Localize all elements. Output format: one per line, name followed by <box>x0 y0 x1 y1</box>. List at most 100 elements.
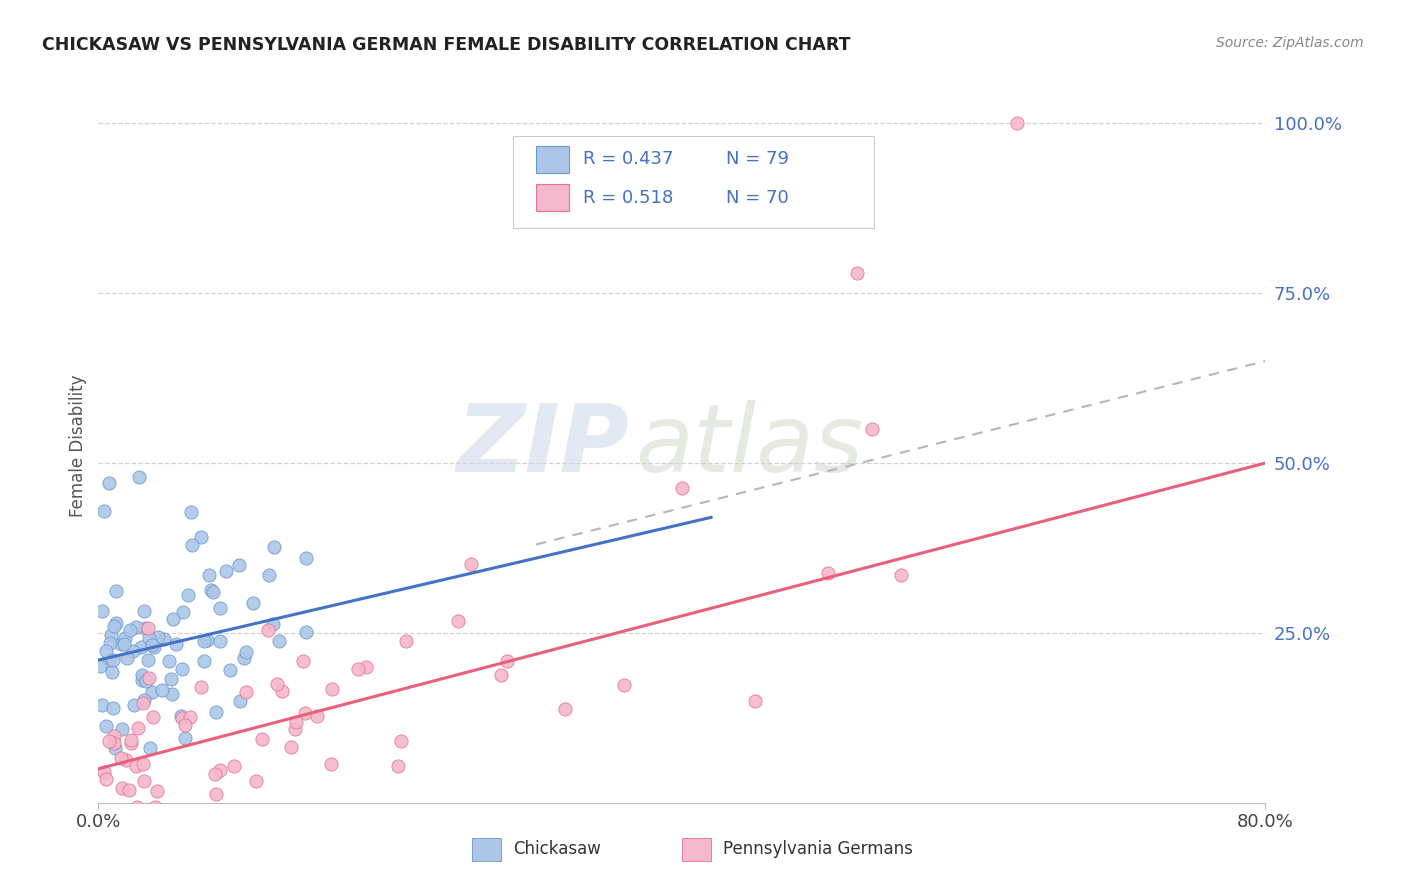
Point <box>93 503 115 517</box>
Point <box>120 736 142 750</box>
Text: Pennsylvania Germans: Pennsylvania Germans <box>723 840 912 858</box>
Point <box>238 804 260 818</box>
Point <box>460 557 482 571</box>
Point <box>224 804 246 818</box>
Point <box>744 694 766 708</box>
Point <box>224 759 246 773</box>
Point <box>94 644 117 658</box>
Point <box>284 715 307 730</box>
Point <box>172 605 194 619</box>
Point <box>98 636 121 650</box>
Point <box>262 617 284 632</box>
Y-axis label: Female Disability: Female Disability <box>69 375 87 517</box>
Point <box>354 660 377 674</box>
Point <box>121 643 143 657</box>
Point <box>134 673 156 687</box>
Point <box>122 698 145 713</box>
Point <box>131 673 153 687</box>
Point <box>132 696 155 710</box>
Point <box>148 630 170 644</box>
Point <box>257 568 280 582</box>
Point <box>193 633 215 648</box>
Point <box>198 568 221 582</box>
Text: ZIP: ZIP <box>457 400 630 492</box>
Point <box>101 700 124 714</box>
Point <box>170 662 193 676</box>
Point <box>103 736 125 750</box>
Point <box>117 782 139 797</box>
Point <box>291 654 314 668</box>
Point <box>157 654 180 668</box>
Point <box>91 604 114 618</box>
Point <box>284 723 307 737</box>
Point <box>242 596 264 610</box>
Point <box>94 805 117 819</box>
Point <box>229 694 252 708</box>
Point <box>347 662 370 676</box>
Point <box>111 722 134 736</box>
Point <box>97 653 120 667</box>
Point <box>447 614 470 628</box>
Point <box>245 774 267 789</box>
Point <box>98 476 121 491</box>
Point <box>257 623 280 637</box>
Point <box>129 806 152 821</box>
Point <box>200 582 222 597</box>
Point <box>319 757 342 772</box>
Point <box>250 731 273 746</box>
Point <box>134 604 156 618</box>
Point <box>280 740 302 755</box>
Point <box>159 672 181 686</box>
Point <box>165 637 187 651</box>
Point <box>100 628 122 642</box>
Point <box>142 709 165 723</box>
Point <box>202 584 225 599</box>
Point <box>169 709 191 723</box>
Point <box>153 632 176 646</box>
Text: Source: ZipAtlas.com: Source: ZipAtlas.com <box>1216 36 1364 50</box>
Point <box>612 678 634 692</box>
Point <box>208 601 231 615</box>
Point <box>125 759 148 773</box>
Point <box>124 620 146 634</box>
Point <box>104 741 127 756</box>
Point <box>266 677 288 691</box>
Point <box>219 663 242 677</box>
Point <box>489 668 512 682</box>
Point <box>228 558 250 573</box>
Point <box>138 631 160 645</box>
Point <box>180 538 202 552</box>
Point <box>496 654 519 668</box>
FancyBboxPatch shape <box>536 145 568 173</box>
Point <box>141 639 163 653</box>
Point <box>205 787 228 801</box>
Point <box>110 637 132 651</box>
FancyBboxPatch shape <box>536 184 568 211</box>
Text: N = 79: N = 79 <box>727 150 789 168</box>
Point <box>134 693 156 707</box>
Point <box>131 668 153 682</box>
FancyBboxPatch shape <box>472 838 501 861</box>
Point <box>890 567 912 582</box>
Point <box>110 750 132 764</box>
Point <box>112 637 135 651</box>
Text: atlas: atlas <box>636 401 863 491</box>
Point <box>172 711 194 725</box>
Point <box>132 805 155 820</box>
Point <box>135 673 157 688</box>
Text: R = 0.437: R = 0.437 <box>582 150 673 168</box>
Point <box>128 469 150 483</box>
FancyBboxPatch shape <box>682 838 711 861</box>
Point <box>208 633 231 648</box>
Point <box>96 772 118 786</box>
Point <box>138 741 160 756</box>
Point <box>120 623 142 637</box>
Point <box>305 708 328 723</box>
Point <box>387 759 409 773</box>
Point <box>174 718 197 732</box>
Point <box>215 564 238 578</box>
Point <box>143 800 166 814</box>
Point <box>105 615 128 630</box>
Point <box>141 684 163 698</box>
Point <box>150 682 173 697</box>
